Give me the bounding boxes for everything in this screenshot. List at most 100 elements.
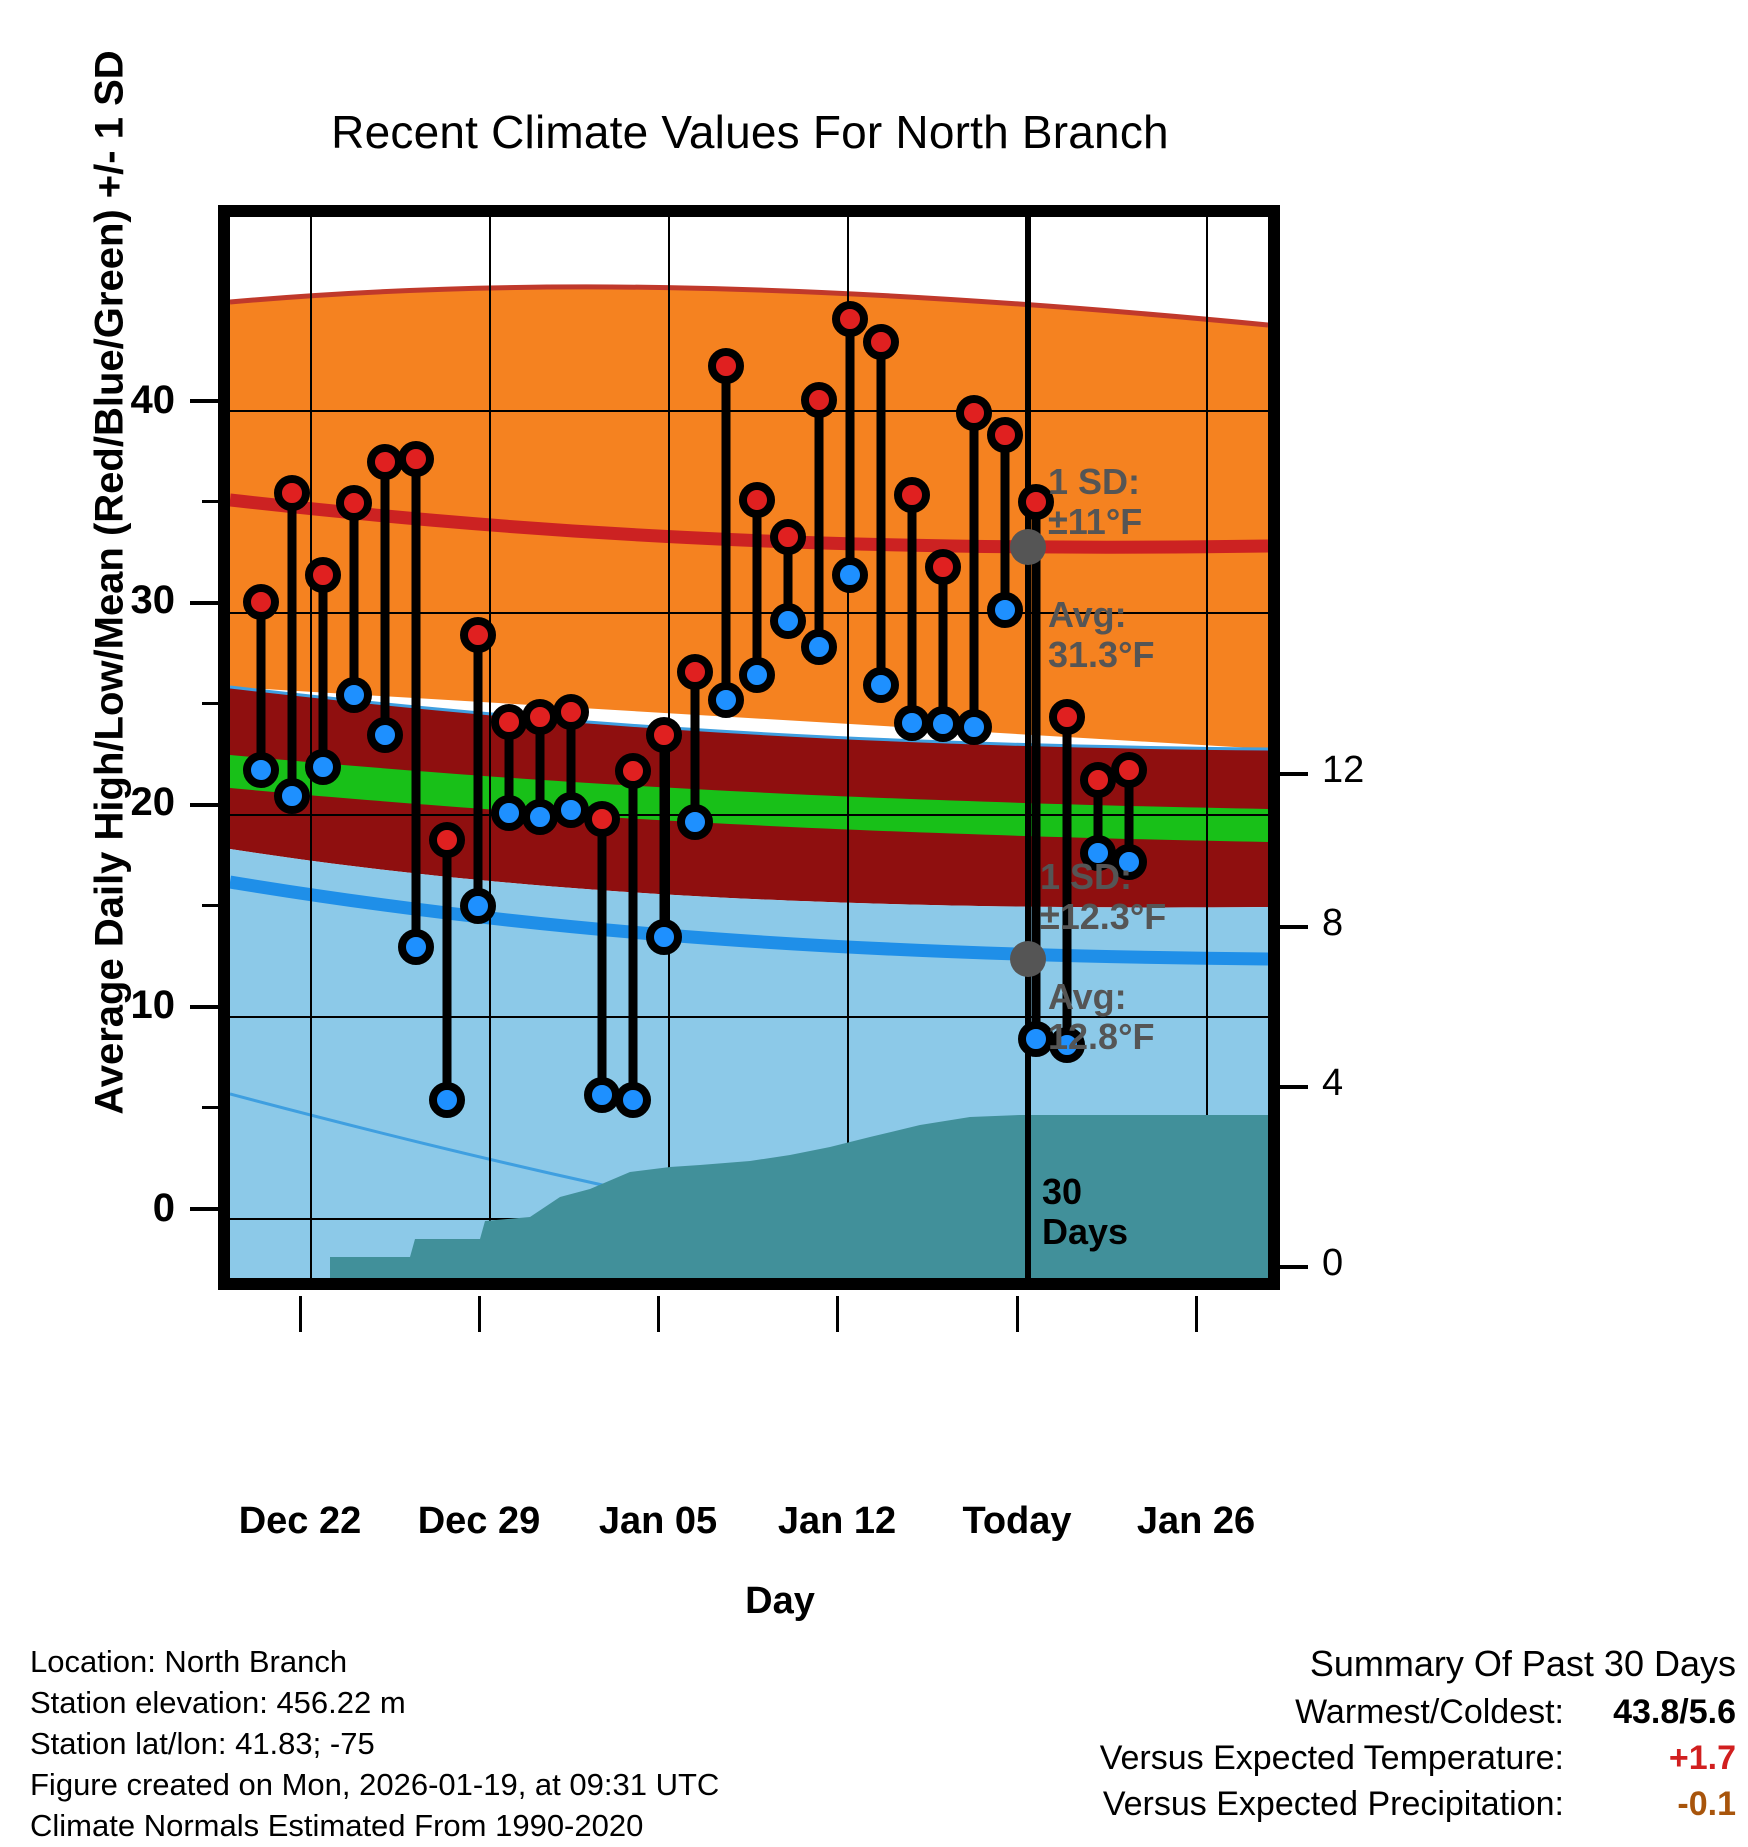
gridlines bbox=[230, 217, 1268, 1278]
x-tickmark bbox=[299, 1296, 302, 1332]
today-low-avg-dot bbox=[1010, 941, 1046, 977]
marker-high bbox=[770, 519, 806, 555]
marker-high bbox=[677, 654, 713, 690]
metadata-location: Location: North Branch bbox=[30, 1644, 348, 1679]
marker-low bbox=[894, 705, 930, 741]
marker-high bbox=[336, 485, 372, 521]
marker-high bbox=[1080, 762, 1116, 798]
marker-low bbox=[1018, 1021, 1054, 1057]
today-line bbox=[1025, 217, 1031, 1278]
marker-high bbox=[522, 699, 558, 735]
y-left-tickmark-minor bbox=[202, 702, 220, 705]
summary-label-precipitation: Versus Expected Precipitation: bbox=[1102, 1785, 1564, 1824]
marker-low bbox=[987, 592, 1023, 628]
summary-value-precipitation: -0.1 bbox=[1677, 1785, 1736, 1824]
marker-low bbox=[739, 657, 775, 693]
cumulative-precip-fill bbox=[330, 1115, 1268, 1278]
x-tickmark bbox=[478, 1296, 481, 1332]
marker-low bbox=[429, 1082, 465, 1118]
marker-high bbox=[708, 348, 744, 384]
metadata-created: Figure created on Mon, 2026-01-19, at 09… bbox=[30, 1766, 720, 1802]
precip-area bbox=[330, 1115, 1268, 1278]
marker-high bbox=[925, 549, 961, 585]
daily-observations bbox=[243, 301, 1147, 1118]
x-tickmark bbox=[657, 1296, 660, 1332]
summary-label-temperature: Versus Expected Temperature: bbox=[1099, 1739, 1564, 1778]
marker-high bbox=[398, 441, 434, 477]
y-left-tickmark-minor bbox=[202, 904, 220, 907]
y-right-tickmark bbox=[1280, 1265, 1308, 1269]
y-left-tick-40: 40 bbox=[130, 378, 176, 422]
marker-high bbox=[1049, 699, 1085, 735]
high-sd-upper-line bbox=[230, 284, 1268, 328]
x-tick-dec-22: Dec 22 bbox=[238, 1500, 362, 1542]
marker-high bbox=[894, 477, 930, 513]
plot-area: 1 SD: ±11°F Avg: 31.3°F 1 SD: ±12.3°F Av… bbox=[218, 205, 1280, 1290]
marker-high bbox=[832, 301, 868, 337]
marker-low bbox=[1080, 835, 1116, 871]
y-right-tick-0: 0 bbox=[1322, 1242, 1344, 1284]
marker-low bbox=[553, 792, 589, 828]
marker-low bbox=[1111, 844, 1147, 880]
marker-high bbox=[801, 382, 837, 418]
marker-low bbox=[801, 629, 837, 665]
low-sd-annotation: 1 SD: ±12.3°F bbox=[1040, 856, 1167, 938]
y-left-tick-30: 30 bbox=[130, 578, 176, 622]
summary-label-warmest-coldest: Warmest/Coldest: bbox=[1295, 1692, 1564, 1731]
marker-low bbox=[243, 752, 279, 788]
low-avg-annotation: Avg: 12.8°F bbox=[1048, 976, 1155, 1058]
marker-low bbox=[956, 709, 992, 745]
marker-high bbox=[956, 395, 992, 431]
marker-high bbox=[739, 482, 775, 518]
marker-high bbox=[305, 557, 341, 593]
y-left-tickmark-minor bbox=[202, 500, 220, 503]
x-tick-jan-12: Jan 12 bbox=[777, 1500, 897, 1542]
marker-high bbox=[987, 417, 1023, 453]
high-avg-annotation: Avg: 31.3°F bbox=[1048, 594, 1155, 676]
summary-heading: Summary Of Past 30 Days bbox=[1309, 1643, 1736, 1684]
marker-low bbox=[646, 919, 682, 955]
marker-high bbox=[243, 584, 279, 620]
x-tickmark bbox=[1195, 1296, 1198, 1332]
metadata-latlon: Station lat/lon: 41.83; -75 bbox=[30, 1725, 375, 1761]
marker-low bbox=[584, 1077, 620, 1113]
marker-low bbox=[677, 804, 713, 840]
marker-high bbox=[1018, 484, 1054, 520]
marker-low bbox=[367, 717, 403, 753]
metadata-normals: Climate Normals Estimated From 1990-2020 bbox=[30, 1807, 644, 1843]
summary-value-warmest-coldest: 43.8/5.6 bbox=[1613, 1692, 1736, 1731]
y-left-tick-0: 0 bbox=[152, 1186, 175, 1230]
marker-high bbox=[491, 704, 527, 740]
y-left-tick-10: 10 bbox=[130, 983, 176, 1027]
summary-row-precipitation: Versus Expected Precipitation: -0.1 bbox=[1100, 1781, 1736, 1827]
y-left-tickmark bbox=[190, 601, 220, 605]
x-tick-jan-26: Jan 26 bbox=[1136, 1500, 1256, 1542]
marker-low bbox=[925, 706, 961, 742]
y-left-tickmark bbox=[190, 803, 220, 807]
marker-high bbox=[646, 717, 682, 753]
marker-high bbox=[553, 694, 589, 730]
high-sd-annotation: 1 SD: ±11°F bbox=[1048, 461, 1143, 543]
marker-high bbox=[584, 801, 620, 837]
summary-row-warmest-coldest: Warmest/Coldest: 43.8/5.6 bbox=[1100, 1689, 1736, 1735]
marker-low bbox=[274, 778, 310, 814]
y-left-tickmark bbox=[190, 399, 220, 403]
marker-high bbox=[460, 617, 496, 653]
y-right-tickmark bbox=[1280, 1085, 1308, 1089]
y-left-tickmark-minor bbox=[202, 1106, 220, 1109]
marker-high bbox=[367, 444, 403, 480]
marker-low bbox=[708, 682, 744, 718]
x-tick-jan-05: Jan 05 bbox=[598, 1500, 718, 1542]
summary-panel: Summary Of Past 30 Days Warmest/Coldest:… bbox=[1100, 1640, 1736, 1828]
marker-low bbox=[863, 667, 899, 703]
y-right-tick-4: 4 bbox=[1322, 1062, 1344, 1104]
x-axis-label: Day bbox=[745, 1580, 815, 1622]
today-high-avg-dot bbox=[1010, 529, 1046, 565]
marker-low bbox=[522, 799, 558, 835]
marker-high bbox=[1111, 752, 1147, 788]
x-tick-today: Today bbox=[962, 1500, 1072, 1542]
summary-row-temperature: Versus Expected Temperature: +1.7 bbox=[1100, 1735, 1736, 1781]
y-left-tick-20: 20 bbox=[130, 780, 176, 824]
marker-high bbox=[274, 475, 310, 511]
